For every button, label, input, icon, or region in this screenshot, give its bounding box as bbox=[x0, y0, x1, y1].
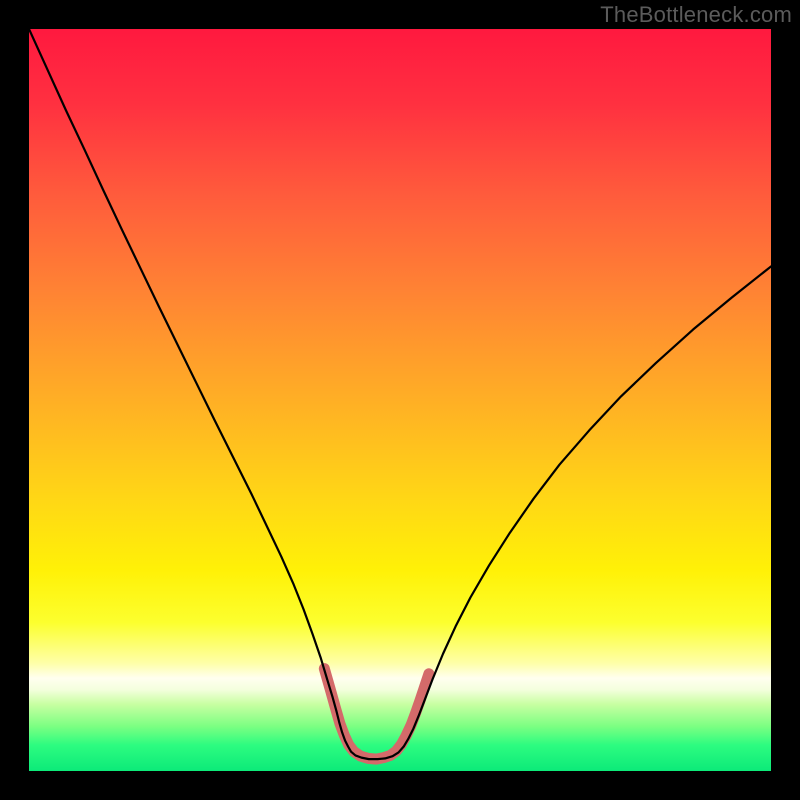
bottleneck-chart bbox=[0, 0, 800, 800]
chart-container: TheBottleneck.com bbox=[0, 0, 800, 800]
watermark-label: TheBottleneck.com bbox=[600, 2, 792, 28]
plot-background bbox=[29, 29, 771, 771]
